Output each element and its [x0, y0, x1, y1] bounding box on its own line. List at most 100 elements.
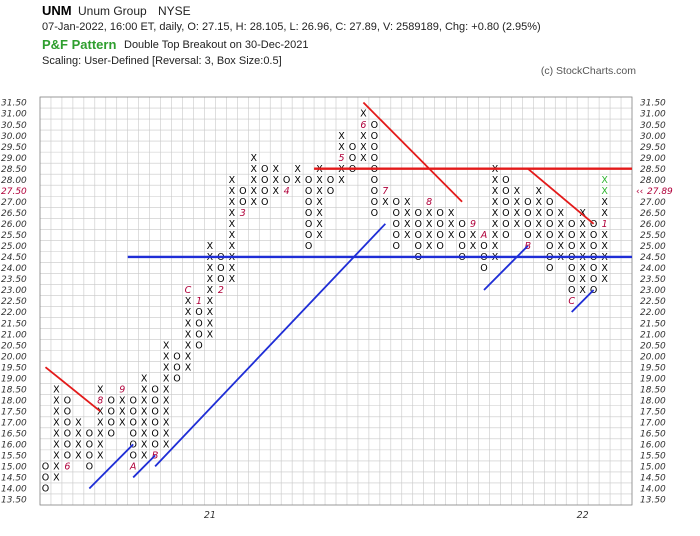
resistance-line	[527, 167, 595, 225]
y-tick-label-left: 30.50	[1, 121, 27, 131]
o-mark: O	[327, 186, 334, 197]
month-mark: 8	[426, 197, 432, 208]
x-mark: X	[163, 384, 170, 395]
x-mark: X	[404, 219, 411, 230]
x-mark: X	[141, 417, 148, 428]
o-mark: O	[261, 175, 268, 186]
y-tick-label-left: 25.50	[1, 231, 27, 241]
y-tick-label-left: 19.50	[1, 363, 27, 373]
recent-x-mark: X	[601, 186, 608, 197]
x-mark: X	[207, 285, 214, 296]
x-mark: X	[448, 230, 455, 241]
y-tick-label-left: 29.00	[1, 154, 27, 164]
o-mark: O	[261, 197, 268, 208]
resistance-line	[362, 101, 463, 203]
y-tick-label-right: 15.00	[640, 463, 666, 473]
x-mark: X	[316, 208, 323, 219]
y-tick-label-right: 17.00	[640, 418, 666, 428]
y-tick-label-left: 14.50	[1, 474, 27, 484]
y-tick-label-left: 24.00	[1, 264, 27, 274]
x-mark: X	[141, 451, 148, 462]
o-mark: O	[371, 131, 378, 142]
y-tick-label-right: 19.00	[640, 374, 666, 384]
month-mark: 3	[240, 208, 246, 219]
x-mark: X	[514, 186, 521, 197]
o-mark: O	[173, 351, 180, 362]
o-mark: O	[590, 263, 597, 274]
o-mark: O	[261, 164, 268, 175]
x-mark: X	[536, 197, 543, 208]
y-tick-label-left: 30.00	[1, 132, 27, 142]
x-mark: X	[185, 307, 192, 318]
x-mark: X	[536, 230, 543, 241]
y-tick-label-right: 24.00	[640, 264, 666, 274]
y-tick-label-right: 23.50	[640, 275, 666, 285]
y-tick-label-left: 25.00	[1, 242, 27, 252]
y-tick-label-left: 21.50	[1, 319, 27, 329]
x-mark: X	[360, 153, 367, 164]
o-mark: O	[129, 429, 136, 440]
x-mark: X	[163, 395, 170, 406]
y-tick-label-right: 17.50	[640, 407, 666, 417]
o-mark: O	[64, 406, 71, 417]
o-mark: O	[86, 451, 93, 462]
x-mark: X	[163, 417, 170, 428]
y-tick-label-right: 29.50	[640, 143, 666, 153]
y-tick-label-right: 31.00	[640, 110, 666, 120]
x-mark: X	[163, 429, 170, 440]
x-mark: X	[579, 241, 586, 252]
o-mark: O	[195, 318, 202, 329]
x-mark: X	[251, 197, 258, 208]
x-mark: X	[229, 230, 236, 241]
x-mark: X	[75, 429, 82, 440]
y-tick-label-right: 29.00	[640, 154, 666, 164]
copyright-credit: (c) StockCharts.com	[540, 65, 636, 77]
x-mark: X	[229, 186, 236, 197]
x-mark: X	[185, 296, 192, 307]
y-tick-label-left: 22.00	[1, 308, 27, 318]
x-mark: X	[492, 219, 499, 230]
y-tick-label-left: 15.00	[1, 463, 27, 473]
x-mark: X	[119, 395, 126, 406]
x-mark: X	[229, 175, 236, 186]
x-mark: X	[536, 219, 543, 230]
x-mark: X	[601, 274, 608, 285]
month-mark: C	[568, 296, 575, 307]
o-mark: O	[151, 384, 158, 395]
y-tick-label-left: 29.50	[1, 143, 27, 153]
x-mark: X	[75, 417, 82, 428]
o-mark: O	[349, 142, 356, 153]
x-mark: X	[185, 362, 192, 373]
o-mark: O	[327, 175, 334, 186]
ohlc-summary: 07-Jan-2022, 16:00 ET, daily, O: 27.15, …	[42, 21, 541, 33]
y-tick-label-right: 19.50	[640, 363, 666, 373]
o-mark: O	[42, 473, 49, 484]
month-mark: 6	[64, 462, 70, 473]
x-mark: X	[207, 318, 214, 329]
y-tick-label-right: 14.00	[640, 485, 666, 495]
x-mark: X	[492, 241, 499, 252]
x-mark: X	[272, 164, 279, 175]
o-mark: O	[414, 230, 421, 241]
x-mark: X	[185, 351, 192, 362]
x-mark: X	[141, 406, 148, 417]
y-tick-label-left: 14.00	[1, 485, 27, 495]
o-mark: O	[371, 197, 378, 208]
x-mark: X	[579, 230, 586, 241]
o-mark: O	[108, 406, 115, 417]
o-mark: O	[590, 274, 597, 285]
pattern-description: Double Top Breakout on 30-Dec-2021	[124, 39, 309, 51]
y-tick-label-right: 23.00	[640, 286, 666, 296]
y-tick-label-right: 21.50	[640, 319, 666, 329]
x-mark: X	[53, 395, 60, 406]
y-tick-label-right: 22.50	[640, 297, 666, 307]
y-tick-label-left: 22.50	[1, 297, 27, 307]
x-mark: X	[492, 230, 499, 241]
x-mark: X	[229, 263, 236, 274]
x-mark: X	[272, 175, 279, 186]
x-mark: X	[448, 208, 455, 219]
o-mark: O	[371, 142, 378, 153]
resistance-line	[44, 366, 101, 412]
last-price-arrow-icon: ‹‹	[636, 187, 643, 197]
